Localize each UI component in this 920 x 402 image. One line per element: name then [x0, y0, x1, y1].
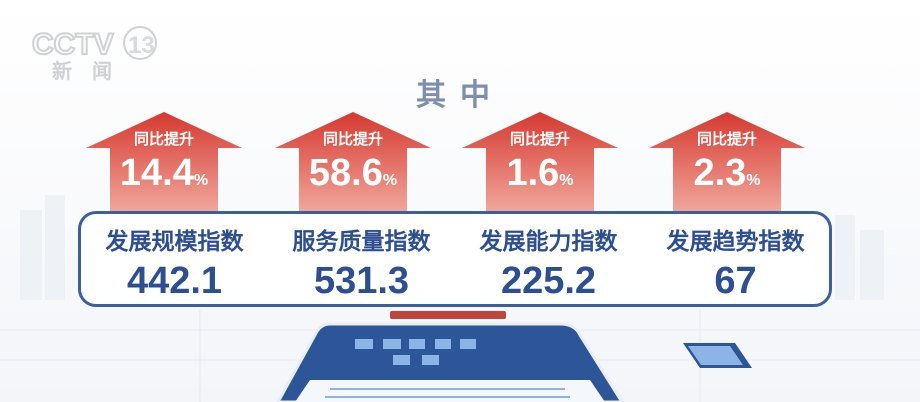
- up-arrow-icon: [462, 112, 618, 212]
- index-value: 442.1: [126, 260, 223, 302]
- index-value: 531.3: [313, 260, 410, 302]
- growth-arrow-3: 同比提升 1.6%: [462, 112, 618, 212]
- section-title: 其中: [416, 78, 504, 113]
- growth-arrow-4: 同比提升 2.3%: [649, 112, 805, 212]
- index-name: 发展规模指数: [105, 229, 244, 255]
- index-value: 67: [714, 260, 757, 302]
- index-cell: 服务质量指数 531.3: [268, 214, 455, 303]
- growth-value: 58.6%: [308, 152, 398, 194]
- logo-news-text: 新闻: [52, 59, 132, 83]
- growth-arrow-2: 同比提升 58.6%: [275, 112, 431, 212]
- index-name: 服务质量指数: [292, 229, 431, 255]
- tablet-icon: [683, 343, 752, 368]
- growth-value: 2.3%: [693, 152, 761, 194]
- up-arrow-icon: [275, 112, 431, 212]
- growth-arrow-1: 同比提升 14.4%: [86, 112, 242, 212]
- growth-label: 同比提升: [696, 130, 757, 148]
- svg-text:CCTV: CCTV: [32, 28, 114, 60]
- up-arrow-icon: [86, 112, 242, 212]
- growth-label: 同比提升: [509, 130, 570, 148]
- up-arrow-icon: [649, 112, 805, 212]
- index-cell: 发展能力指数 225.2: [455, 214, 642, 303]
- growth-label: 同比提升: [322, 130, 383, 148]
- index-panel: 发展规模指数 442.1 服务质量指数 531.3 发展能力指数 225.2 发…: [78, 211, 832, 307]
- svg-text:13: 13: [128, 32, 155, 59]
- index-cell: 发展趋势指数 67: [642, 214, 829, 303]
- index-name: 发展趋势指数: [666, 229, 805, 255]
- index-value: 225.2: [500, 260, 597, 302]
- cctv13-logo: CCTV 13: [31, 26, 162, 86]
- index-name: 发展能力指数: [479, 229, 618, 255]
- growth-value: 1.6%: [506, 152, 574, 194]
- growth-value: 14.4%: [119, 152, 209, 194]
- growth-label: 同比提升: [133, 130, 194, 148]
- index-cell: 发展规模指数 442.1: [81, 214, 268, 303]
